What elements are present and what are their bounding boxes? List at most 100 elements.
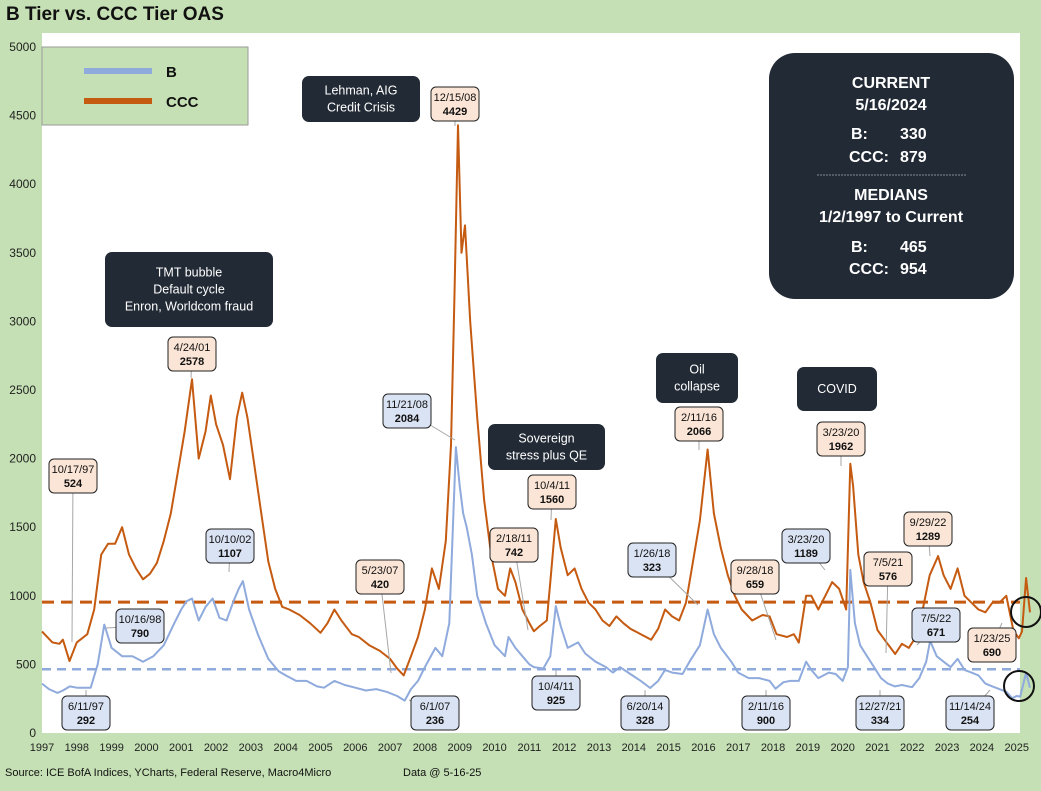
y-tick-label: 2500 (9, 383, 36, 397)
annotation-date: 11/14/24 (949, 701, 991, 713)
annotation-value: 1962 (829, 441, 853, 453)
annotation-box (48, 458, 98, 494)
event-box (488, 424, 605, 470)
annotation-date: 1/23/25 (974, 633, 1011, 645)
annotation-box (816, 421, 866, 457)
event-text: Oil (689, 363, 704, 377)
x-tick-label: 2004 (273, 742, 297, 754)
annotation-ccc: 10/17/97 524 (48, 458, 98, 494)
x-tick-label: 1998 (65, 742, 89, 754)
annotation-value: 742 (505, 547, 523, 559)
y-tick-label: 3500 (9, 246, 36, 260)
series-line-ccc (41, 124, 1031, 677)
x-tick-label: 2014 (622, 742, 646, 754)
annotation-b: 7/5/22 671 (911, 607, 961, 643)
annotation-value: 1289 (916, 531, 940, 543)
annotation-value: 900 (757, 715, 775, 727)
annotation-b: 12/27/21 334 (855, 695, 905, 731)
annotation-ccc: 4/24/01 2578 (167, 336, 217, 372)
annotation-date: 6/11/97 (68, 701, 104, 713)
legend-box (41, 46, 249, 126)
annotation-value: 2084 (395, 413, 420, 425)
event-text: Enron, Worldcom fraud (125, 300, 253, 314)
event-text: stress plus QE (506, 449, 587, 463)
annotation-b: 10/4/11 925 (531, 675, 581, 711)
y-tick-label: 4500 (9, 109, 36, 123)
annotation-box (781, 528, 831, 564)
annotation-date: 12/27/21 (859, 701, 902, 713)
event-box (105, 252, 273, 327)
annotation-b: 2/11/16 900 (741, 695, 791, 731)
annotation-value: 254 (961, 715, 980, 727)
y-tick-label: 500 (16, 657, 36, 671)
annotation-value: 2066 (687, 426, 711, 438)
annotation-value: 524 (64, 478, 83, 490)
annotation-value: 576 (879, 571, 897, 583)
annotation-date: 7/5/21 (873, 557, 904, 569)
annotation-date: 10/17/97 (52, 464, 95, 476)
x-tick-label: 2007 (378, 742, 402, 754)
y-tick-label: 5000 (9, 40, 36, 54)
annotation-value: 2578 (180, 356, 204, 368)
annotation-date: 2/11/16 (748, 701, 784, 713)
x-tick-label: 2016 (691, 742, 715, 754)
annotation-value: 659 (746, 579, 764, 591)
x-tick-label: 2002 (204, 742, 228, 754)
annotation-leader (71, 475, 74, 643)
annotation-value: 925 (547, 695, 565, 707)
annotation-date: 1/26/18 (634, 548, 671, 560)
annotation-box (967, 627, 1017, 663)
annotation-box (167, 336, 217, 372)
current-ccc-value: 879 (900, 149, 927, 166)
x-tick-label: 2020 (830, 742, 854, 754)
annotation-date: 6/20/14 (627, 701, 664, 713)
y-tick-label: 2000 (9, 452, 36, 466)
annotation-b: 11/21/08 2084 (382, 393, 432, 429)
annotation-date: 10/16/98 (119, 614, 162, 626)
annotation-box (741, 695, 791, 731)
x-tick-label: 2021 (865, 742, 889, 754)
annotation-ccc: 10/4/11 1560 (527, 474, 577, 510)
legend-label-b: B (166, 64, 177, 81)
annotation-b: 10/16/98 790 (115, 608, 165, 644)
x-tick-label: 2019 (796, 742, 820, 754)
annotation-ccc: 1/23/25 690 (967, 627, 1017, 663)
event-tmt: TMT bubble Default cycle Enron, Worldcom f… (105, 252, 273, 327)
annotation-box (115, 608, 165, 644)
annotation-ccc: 2/18/11 742 (489, 527, 539, 563)
annotation-date: 7/5/22 (921, 613, 952, 625)
annotation-date: 6/1/07 (420, 701, 451, 713)
median-b-label: B: (851, 239, 868, 256)
y-tick-label: 4000 (9, 177, 36, 191)
annotation-date: 10/4/11 (534, 480, 570, 492)
x-tick-label: 2022 (900, 742, 924, 754)
annotation-b: 3/23/20 1189 (781, 528, 831, 564)
annotation-box (355, 559, 405, 595)
y-tick-label: 0 (29, 726, 36, 740)
annotation-date: 11/21/08 (386, 399, 428, 411)
annotation-ccc: 12/15/08 4429 (430, 86, 480, 122)
annotation-date: 9/29/22 (910, 517, 947, 529)
current-b-value: 330 (900, 126, 927, 143)
x-tick-label: 2011 (518, 742, 542, 754)
annotation-b: 1/26/18 323 (627, 542, 677, 578)
annotation-box (410, 695, 460, 731)
x-tick-label: 2006 (343, 742, 367, 754)
current-ccc-circle (1010, 596, 1041, 628)
annotation-box (527, 474, 577, 510)
x-tick-label: 2012 (552, 742, 576, 754)
annotation-box (61, 695, 111, 731)
x-tick-label: 2010 (482, 742, 506, 754)
data-date-note: Data @ 5-16-25 (403, 767, 482, 779)
annotation-value: 790 (131, 628, 149, 640)
annotation-box (205, 528, 255, 564)
x-tick-label: 2024 (970, 742, 994, 754)
x-tick-label: 2023 (935, 742, 959, 754)
event-text: Default cycle (153, 283, 225, 297)
annotation-box (674, 406, 724, 442)
annotation-b: 10/10/02 1107 (205, 528, 255, 564)
x-tick-label: 2015 (656, 742, 680, 754)
legend-label-ccc: CCC (166, 94, 199, 111)
annotation-value: 334 (871, 715, 890, 727)
